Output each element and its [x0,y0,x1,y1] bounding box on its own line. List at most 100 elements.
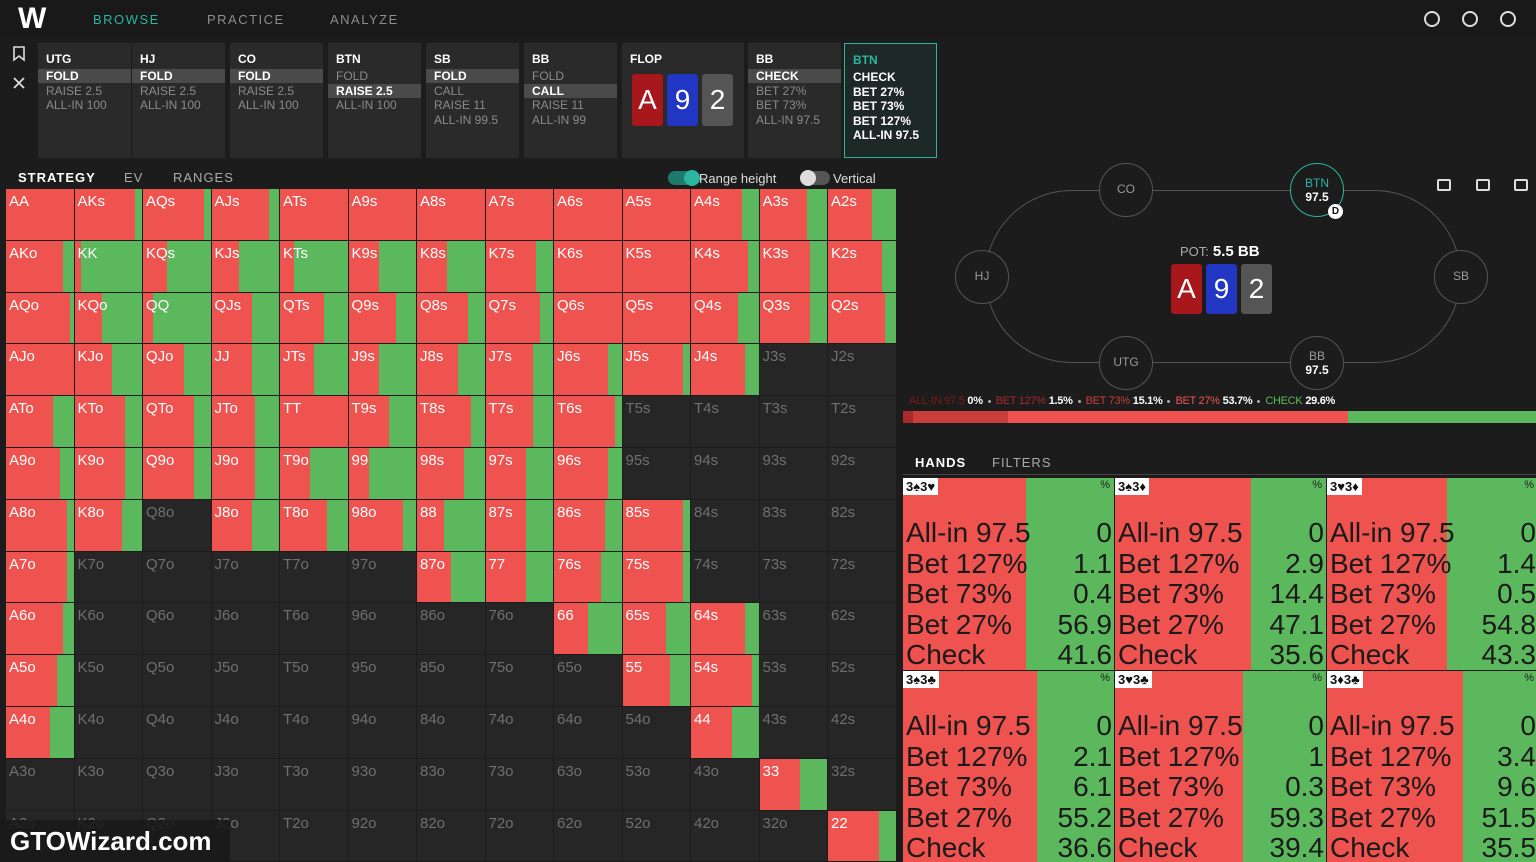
hands-tab[interactable]: FILTERS [992,455,1052,470]
hand-cell[interactable]: KTs [280,240,348,292]
combo-card[interactable]: 3♠3♥% All-in 97.5 0 Bet 127% 1.1 Bet 73% 0.4 Be… [903,478,1114,670]
hand-cell[interactable]: T2o [280,810,348,862]
hand-cell[interactable]: Q4s [691,292,759,344]
hand-cell[interactable]: A6o [6,603,74,655]
action-option[interactable]: BET 73% [853,99,905,113]
hand-cell[interactable]: 73s [759,551,827,603]
hand-cell[interactable]: J4o [211,707,279,758]
hand-cell[interactable]: 97s [485,448,553,499]
hand-cell[interactable]: 75o [485,655,553,706]
hand-cell[interactable]: 86s [554,499,622,551]
hand-cell[interactable]: AJs [211,189,279,240]
hand-cell[interactable]: T8s [417,396,485,447]
hand-cell[interactable]: 62s [828,603,896,655]
action-option[interactable]: ALL-IN 100 [336,98,397,112]
hand-cell[interactable]: 92o [348,810,416,862]
hand-cell[interactable]: K4s [691,240,759,292]
hand-cell[interactable]: QJs [211,292,279,344]
hand-cell[interactable]: A8o [6,499,74,551]
hand-cell[interactable]: KTo [74,396,142,447]
hand-cell[interactable]: 95s [622,448,690,499]
hand-cell[interactable]: Q6o [143,603,211,655]
hand-cell[interactable]: J3o [211,758,279,810]
hand-cell[interactable]: Q8o [143,499,211,551]
action-option[interactable]: ALL-IN 100 [46,98,107,112]
hand-cell[interactable]: K9s [348,240,416,292]
hand-cell[interactable]: KJs [211,240,279,292]
hand-cell[interactable]: 83o [417,758,485,810]
hand-cell[interactable]: T5s [622,396,690,447]
action-option[interactable]: RAISE 11 [434,98,486,112]
hand-cell[interactable]: K6s [554,240,622,292]
hand-cell[interactable]: 96o [348,603,416,655]
hand-cell[interactable]: A8s [417,189,485,240]
hand-cell[interactable]: J5o [211,655,279,706]
hand-cell[interactable]: KQs [143,240,211,292]
hand-cell[interactable]: K5s [622,240,690,292]
hand-cell[interactable]: ATo [6,396,74,447]
hand-cell[interactable]: 54s [691,655,759,706]
hand-cell[interactable]: 87s [485,499,553,551]
action-option[interactable]: ALL-IN 99 [532,112,587,127]
hand-cell[interactable]: 94s [691,448,759,499]
hand-cell[interactable]: T4o [280,707,348,758]
hand-cell[interactable]: Q3s [759,292,827,344]
action-column[interactable]: BB FOLD CALL RAISE 11 ALL-IN 99 [524,43,617,158]
hand-cell[interactable]: 93o [348,758,416,810]
hand-cell[interactable]: 53s [759,655,827,706]
hand-cell[interactable]: A3s [759,189,827,240]
hand-cell[interactable]: A5o [6,655,74,706]
hand-cell[interactable]: 43s [759,707,827,758]
hand-cell[interactable]: T8o [280,499,348,551]
action-column[interactable]: HJ FOLD RAISE 2.5 ALL-IN 100 [132,43,225,158]
hand-cell[interactable]: 65s [622,603,690,655]
hand-cell[interactable]: JTs [280,344,348,396]
seat[interactable]: BB 97.5 [1290,336,1344,390]
hand-cell[interactable]: 74s [691,551,759,603]
hand-cell[interactable]: 22 [828,810,896,862]
hand-cell[interactable]: 43o [691,758,759,810]
hand-cell[interactable]: 93s [759,448,827,499]
hand-cell[interactable]: 84o [417,707,485,758]
panel-icon[interactable] [1514,179,1528,191]
action-option[interactable]: FOLD [532,69,565,83]
hand-cell[interactable]: JJ [211,344,279,396]
hand-cell[interactable]: T5o [280,655,348,706]
combo-card[interactable]: 3♥3♦% All-in 97.5 0 Bet 127% 1.4 Bet 73% 0.5 Be… [1327,478,1536,670]
hand-cell[interactable]: 76o [485,603,553,655]
hand-cell[interactable]: 94o [348,707,416,758]
hand-cell[interactable]: K3s [759,240,827,292]
action-option[interactable]: ALL-IN 97.5 [853,128,920,142]
hand-cell[interactable]: J3s [759,344,827,396]
hand-cell[interactable]: J7s [485,344,553,396]
hand-cell[interactable]: K7o [74,551,142,603]
hand-cell[interactable]: A3o [6,758,74,810]
action-option[interactable]: RAISE 2.5 [238,83,295,98]
hand-cell[interactable]: 65o [554,655,622,706]
panel-icon[interactable] [1437,179,1451,191]
hand-cell[interactable]: A6s [554,189,622,240]
logo[interactable]: W [18,2,47,35]
hand-cell[interactable]: J2s [828,344,896,396]
hand-cell[interactable]: QQ [143,292,211,344]
hand-cell[interactable]: J6s [554,344,622,396]
hand-cell[interactable]: 55 [622,655,690,706]
hand-cell[interactable]: 92s [828,448,896,499]
seat[interactable]: UTG [1099,336,1153,390]
hand-cell[interactable]: 52o [622,810,690,862]
hand-cell[interactable]: 96s [554,448,622,499]
hand-cell[interactable]: 87o [417,551,485,603]
hand-cell[interactable]: ATs [280,189,348,240]
nav-icon[interactable] [1462,11,1478,27]
action-column[interactable]: BTN CHECK BET 27% BET 73% BET 127% ALL-IN 97.… [844,43,937,158]
action-column[interactable]: BTN FOLD RAISE 2.5 ALL-IN 100 [328,43,421,158]
hand-cell[interactable]: K4o [74,707,142,758]
hand-cell[interactable]: A4o [6,707,74,758]
hand-cell[interactable]: QTo [143,396,211,447]
flop-column[interactable]: FLOP A 9 2 [622,43,744,158]
hand-cell[interactable]: Q6s [554,292,622,344]
seat[interactable]: HJ [955,250,1009,304]
action-option[interactable]: CHECK [853,70,896,84]
hand-cell[interactable]: QTs [280,292,348,344]
hand-cell[interactable]: A7s [485,189,553,240]
